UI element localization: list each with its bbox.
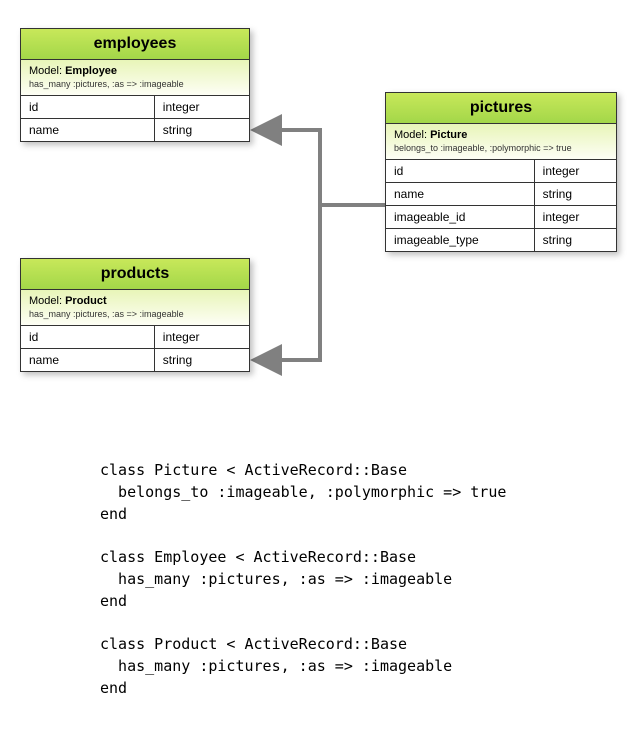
table-row: namestring xyxy=(21,349,249,371)
entity-employees-meta: Model: Employee has_many :pictures, :as … xyxy=(21,60,249,96)
entity-pictures-title: pictures xyxy=(386,93,616,124)
diagram-canvas: employees Model: Employee has_many :pict… xyxy=(0,0,641,729)
entity-pictures: pictures Model: Picture belongs_to :imag… xyxy=(385,92,617,252)
column-type: string xyxy=(155,349,249,371)
table-row: idinteger xyxy=(386,160,616,183)
column-name: name xyxy=(21,349,155,371)
column-name: name xyxy=(21,119,155,141)
association-text: has_many :pictures, :as => :imageable xyxy=(29,309,241,319)
column-type: integer xyxy=(155,326,249,348)
entity-products: products Model: Product has_many :pictur… xyxy=(20,258,250,372)
association-text: has_many :pictures, :as => :imageable xyxy=(29,79,241,89)
model-name: Employee xyxy=(65,65,117,77)
column-type: integer xyxy=(155,96,249,118)
table-row: namestring xyxy=(21,119,249,141)
entity-employees-rows: idintegernamestring xyxy=(21,96,249,141)
column-type: string xyxy=(535,229,616,251)
entity-employees: employees Model: Employee has_many :pict… xyxy=(20,28,250,142)
connector-line xyxy=(258,130,385,205)
association-text: belongs_to :imageable, :polymorphic => t… xyxy=(394,143,608,153)
entity-employees-title: employees xyxy=(21,29,249,60)
column-name: name xyxy=(386,183,535,205)
column-type: string xyxy=(535,183,616,205)
table-row: idinteger xyxy=(21,326,249,349)
model-name: Picture xyxy=(430,129,467,141)
model-label: Model: xyxy=(394,129,430,141)
entity-products-title: products xyxy=(21,259,249,290)
model-label: Model: xyxy=(29,295,65,307)
table-row: imageable_idinteger xyxy=(386,206,616,229)
column-name: id xyxy=(21,326,155,348)
table-row: namestring xyxy=(386,183,616,206)
column-name: imageable_type xyxy=(386,229,535,251)
column-type: integer xyxy=(535,160,616,182)
code-listing: class Picture < ActiveRecord::Base belon… xyxy=(100,460,506,699)
table-row: idinteger xyxy=(21,96,249,119)
column-name: id xyxy=(386,160,535,182)
column-type: integer xyxy=(535,206,616,228)
entity-pictures-meta: Model: Picture belongs_to :imageable, :p… xyxy=(386,124,616,160)
entity-products-rows: idintegernamestring xyxy=(21,326,249,371)
model-name: Product xyxy=(65,295,107,307)
connector-line xyxy=(258,205,385,360)
column-name: id xyxy=(21,96,155,118)
entity-pictures-rows: idintegernamestringimageable_idintegerim… xyxy=(386,160,616,251)
column-name: imageable_id xyxy=(386,206,535,228)
column-type: string xyxy=(155,119,249,141)
model-label: Model: xyxy=(29,65,65,77)
table-row: imageable_typestring xyxy=(386,229,616,251)
entity-products-meta: Model: Product has_many :pictures, :as =… xyxy=(21,290,249,326)
